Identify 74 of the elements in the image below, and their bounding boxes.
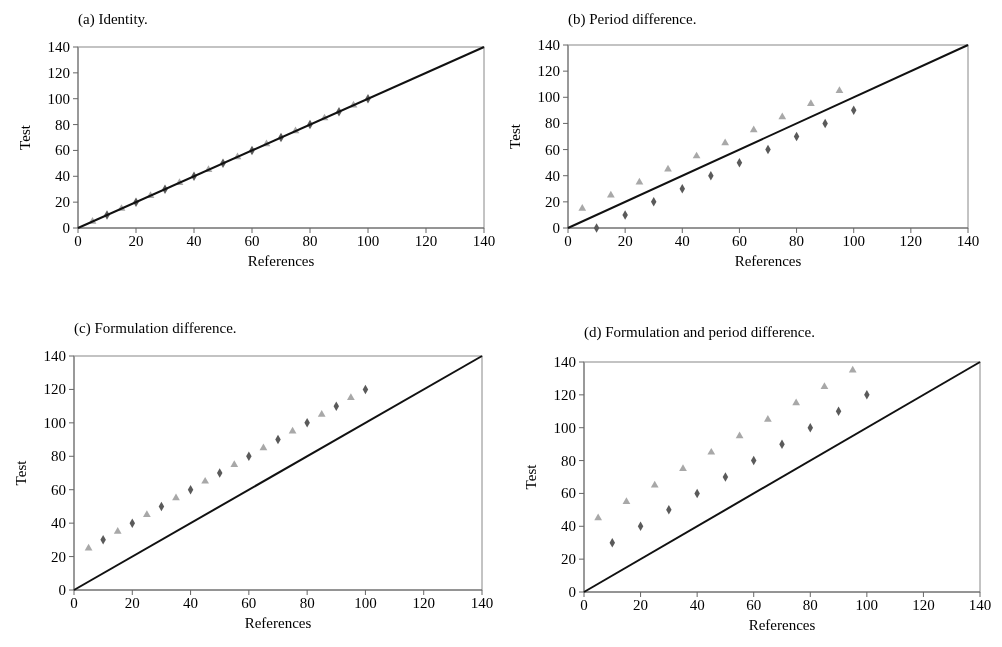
x-tick-label: 80: [789, 233, 805, 250]
y-tick-label: 100: [43, 414, 66, 431]
x-tick-label: 20: [633, 597, 649, 614]
y-tick-label: 0: [62, 220, 70, 236]
x-tick-label: 140: [472, 233, 496, 250]
y-tick-label: 0: [552, 220, 560, 236]
y-tick-label: 20: [51, 548, 66, 565]
x-tick-label: 140: [470, 595, 494, 612]
x-tick-label: 60: [731, 233, 747, 250]
x-tick-label: 100: [354, 595, 377, 612]
y-tick-label: 140: [537, 37, 560, 53]
y-axis-title: Test: [507, 123, 523, 149]
x-tick-label: 140: [956, 233, 980, 250]
x-tick-label: 20: [128, 233, 144, 250]
y-tick-label: 40: [51, 515, 66, 532]
x-tick-label: 60: [746, 597, 762, 614]
x-tick-label: 40: [689, 597, 705, 614]
y-tick-label: 80: [561, 452, 576, 469]
y-tick-label: 60: [55, 142, 70, 159]
y-tick-label: 100: [553, 419, 576, 436]
y-tick-label: 100: [537, 89, 560, 106]
x-tick-label: 0: [580, 597, 588, 614]
x-axis-title: References: [247, 253, 315, 270]
y-tick-label: 40: [55, 168, 70, 185]
y-axis-title: Test: [523, 463, 539, 490]
y-tick-label: 0: [58, 582, 66, 598]
x-tick-label: 20: [617, 233, 633, 250]
y-tick-label: 140: [47, 39, 70, 55]
x-tick-label: 0: [74, 233, 82, 250]
x-tick-label: 40: [674, 233, 690, 250]
chart-title: (c) Formulation difference.: [74, 320, 237, 338]
y-tick-label: 120: [47, 64, 70, 81]
y-tick-label: 20: [561, 551, 576, 568]
x-tick-label: 80: [802, 597, 818, 614]
x-tick-label: 120: [899, 233, 923, 250]
y-tick-label: 40: [561, 518, 576, 535]
x-tick-label: 60: [244, 233, 260, 250]
x-axis-title: References: [244, 615, 312, 632]
y-tick-label: 100: [47, 90, 70, 107]
x-tick-label: 20: [124, 595, 140, 612]
chart-title: (a) Identity.: [78, 11, 148, 29]
x-tick-label: 120: [412, 595, 435, 612]
x-axis-title: References: [734, 253, 802, 270]
y-tick-label: 120: [553, 386, 576, 403]
y-tick-label: 60: [51, 481, 66, 498]
x-tick-label: 40: [183, 595, 199, 612]
x-axis-title: References: [748, 617, 816, 634]
y-tick-label: 60: [545, 141, 560, 158]
y-tick-label: 20: [545, 193, 560, 210]
y-axis-title: Test: [17, 124, 33, 150]
x-tick-label: 80: [302, 233, 318, 250]
y-tick-label: 0: [568, 584, 576, 600]
y-tick-label: 40: [545, 167, 560, 184]
chart-title: (d) Formulation and period difference.: [584, 324, 815, 342]
y-tick-label: 60: [561, 485, 576, 502]
y-tick-label: 20: [55, 194, 70, 211]
x-tick-label: 140: [968, 597, 992, 614]
y-tick-label: 80: [55, 116, 70, 133]
x-tick-label: 100: [356, 233, 380, 250]
y-tick-label: 120: [43, 381, 66, 398]
x-tick-label: 40: [186, 233, 202, 250]
y-tick-label: 140: [553, 354, 576, 370]
y-tick-label: 120: [537, 63, 560, 80]
chart-title: (b) Period difference.: [568, 11, 697, 29]
x-tick-label: 80: [299, 595, 315, 612]
x-tick-label: 100: [842, 233, 865, 250]
x-tick-label: 60: [241, 595, 257, 612]
y-tick-label: 80: [51, 448, 66, 465]
x-tick-label: 120: [912, 597, 935, 614]
y-tick-label: 80: [545, 115, 560, 132]
y-axis-title: Test: [13, 459, 29, 486]
x-tick-label: 120: [414, 233, 438, 250]
x-tick-label: 100: [855, 597, 879, 614]
y-tick-label: 140: [43, 348, 66, 364]
